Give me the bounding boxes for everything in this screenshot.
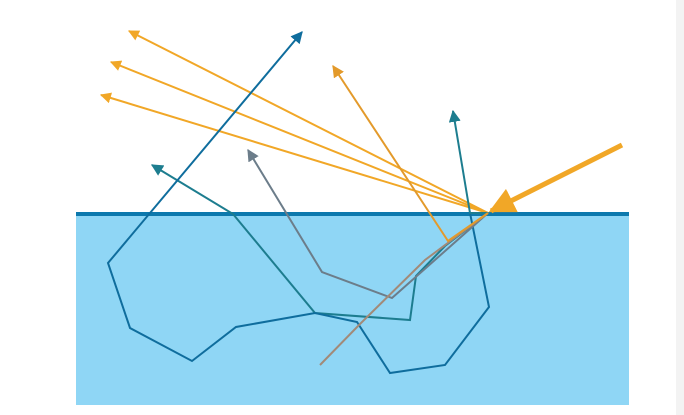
subsurface-scatter-paths	[106, 31, 491, 375]
reflected-ray-2	[109, 60, 489, 214]
reflected-ray-3	[99, 92, 489, 214]
reflected-ray-1	[128, 30, 489, 214]
scatter-path-orange	[332, 64, 489, 243]
scatter-path-blue	[106, 31, 491, 375]
scatter-path-teal-right	[448, 109, 488, 214]
reflected-rays	[99, 30, 489, 214]
right-edge-shade	[676, 0, 684, 415]
medium-block	[76, 214, 629, 405]
incident-ray	[488, 142, 624, 214]
scatter-path-gray	[247, 148, 489, 300]
scatter-path-brown	[319, 212, 489, 366]
